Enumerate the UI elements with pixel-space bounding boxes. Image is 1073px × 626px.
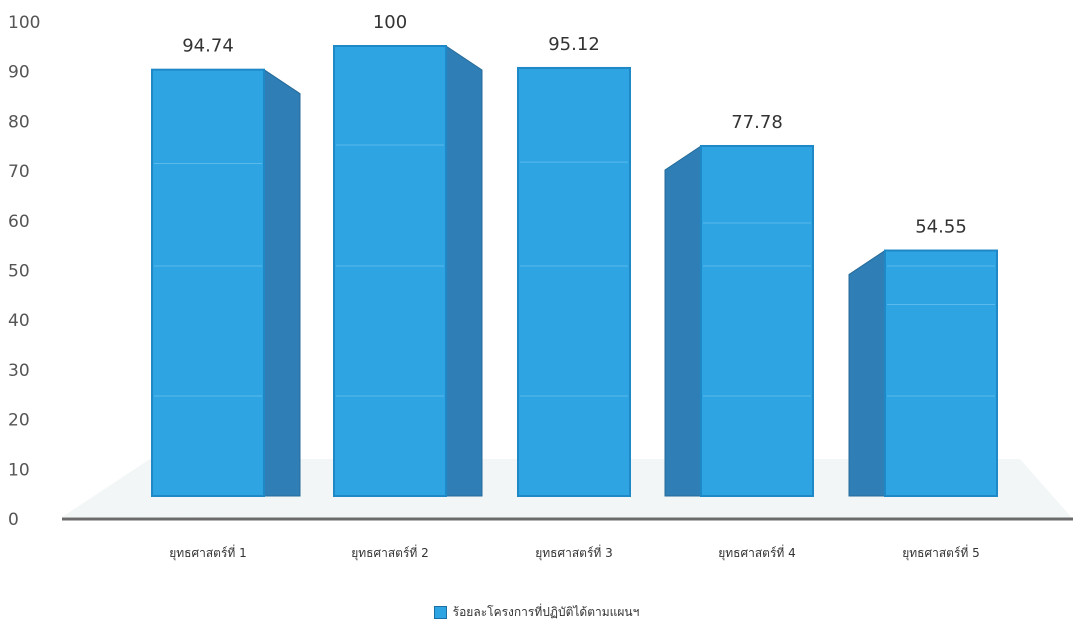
- y-tick-label: 10: [8, 460, 30, 480]
- data-label: 54.55: [915, 217, 967, 238]
- data-label: 77.78: [731, 112, 783, 133]
- data-label: 100: [373, 12, 407, 33]
- x-tick-label: ยุทธศาสตร์ที่ 4: [718, 544, 796, 561]
- x-tick-label: ยุทธศาสตร์ที่ 1: [169, 544, 247, 561]
- x-tick-label: ยุทธศาสตร์ที่ 5: [902, 544, 980, 561]
- bar: [700, 144, 814, 498]
- legend-label: ร้อยละโครงการที่ปฏิบัติได้ตามแผนฯ: [452, 605, 640, 619]
- y-tick-label: 20: [8, 411, 30, 431]
- data-label: 94.74: [182, 36, 234, 57]
- bar: [884, 249, 998, 497]
- bar: [517, 66, 631, 498]
- data-label: 95.12: [548, 34, 600, 55]
- x-tick-label: ยุทธศาสตร์ที่ 2: [351, 544, 429, 561]
- legend-swatch: [433, 606, 447, 619]
- y-tick-label: 50: [8, 262, 30, 282]
- y-tick-label: 90: [8, 63, 30, 83]
- bar-side: [263, 68, 301, 497]
- y-tick-label: 30: [8, 361, 30, 381]
- y-tick-label: 100: [8, 13, 40, 33]
- legend: ร้อยละโครงการที่ปฏิบัติได้ตามแผนฯ: [0, 603, 1073, 622]
- y-tick-label: 0: [8, 510, 19, 530]
- bar-side: [848, 249, 886, 497]
- bar-side: [664, 145, 702, 497]
- bar: [333, 45, 447, 497]
- y-tick-label: 70: [8, 162, 30, 182]
- bar-side: [445, 45, 483, 497]
- y-tick-label: 80: [8, 112, 30, 132]
- bar: [151, 68, 265, 497]
- x-tick-label: ยุทธศาสตร์ที่ 3: [535, 544, 613, 561]
- y-tick-label: 40: [8, 311, 30, 331]
- y-tick-label: 60: [8, 212, 30, 232]
